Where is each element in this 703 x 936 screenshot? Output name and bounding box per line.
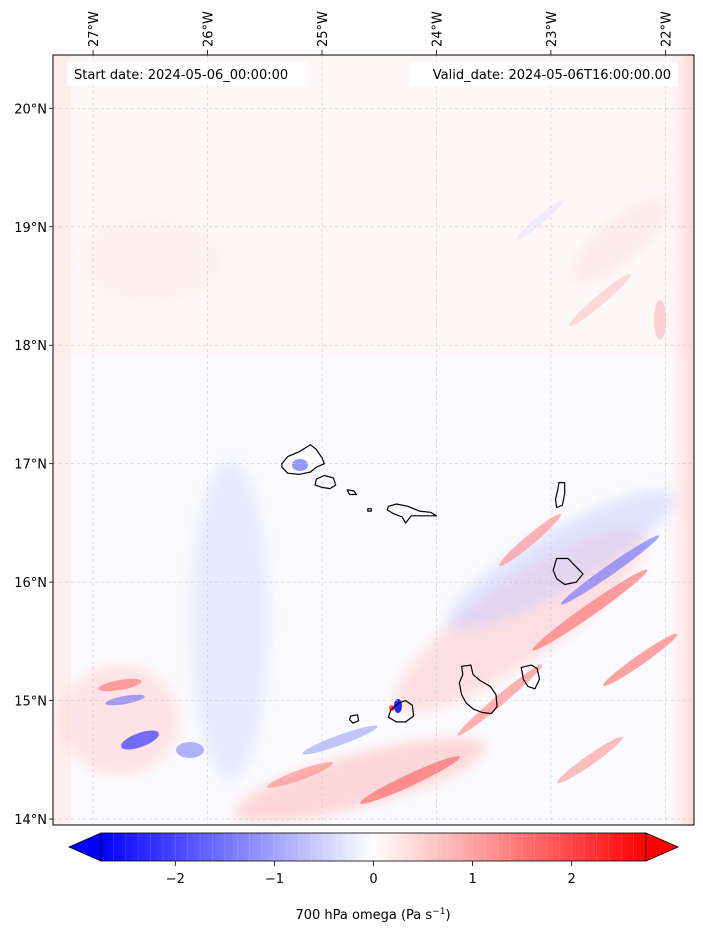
colorbar-bands <box>113 833 634 861</box>
field-streaks <box>98 200 677 804</box>
field-streak <box>603 633 677 687</box>
field-streak <box>105 694 145 706</box>
field-streak <box>302 725 378 755</box>
island-outline <box>458 664 498 715</box>
field-streak <box>569 274 631 326</box>
island-coastlines <box>281 444 584 724</box>
lon-tick-label: 24°W <box>430 11 445 47</box>
field-streak <box>292 459 308 471</box>
longitude-ticks: 27°W 26°W 25°W 24°W 23°W 22°W <box>87 11 674 55</box>
colorbar-label-text: 700 hPa omega (Pa s <box>295 908 432 923</box>
start-date-label: Start date: 2024-05-06_00:00:00 <box>74 68 288 83</box>
lat-tick-label: 17°N <box>14 458 47 473</box>
colorbar-extend-low <box>68 832 102 862</box>
island-outline <box>346 489 357 496</box>
island-outline <box>520 664 541 690</box>
lat-tick-label: 20°N <box>14 102 47 117</box>
field-streak <box>654 300 666 340</box>
field-blob <box>80 220 220 300</box>
lat-tick-label: 18°N <box>14 339 47 354</box>
island-outline <box>387 699 415 723</box>
lat-tick-label: 15°N <box>14 695 47 710</box>
field-streak <box>389 705 395 711</box>
island-outline <box>314 474 337 490</box>
colorbar-extend-high <box>645 832 679 862</box>
field-streak <box>457 664 543 736</box>
gridlines <box>53 55 694 825</box>
island-outline <box>281 444 325 475</box>
valid-date-label: Valid_date: 2024-05-06T16:00:00.00 <box>433 68 671 83</box>
map-panel: Start date: 2024-05-06_00:00:00 Valid_da… <box>52 54 695 826</box>
colorbar-tick-label: −2 <box>166 872 185 887</box>
field-blob <box>446 490 674 630</box>
island-outline <box>386 503 438 524</box>
field-streak <box>560 535 660 605</box>
field-blob <box>234 738 486 822</box>
field-blob <box>572 198 668 282</box>
lon-tick-label: 23°W <box>545 11 560 47</box>
field-streak <box>176 742 204 758</box>
field-edge-west <box>53 55 71 825</box>
island-outline <box>348 714 360 724</box>
colorbar-label-exponent: −1 <box>432 907 445 917</box>
lat-tick-label: 16°N <box>14 576 47 591</box>
lon-tick-label: 27°W <box>87 11 102 47</box>
lon-tick-label: 25°W <box>316 11 331 47</box>
field-streak <box>121 730 159 750</box>
lat-tick-label: 14°N <box>14 813 47 828</box>
field-blob <box>60 665 180 775</box>
field-streak <box>516 200 564 240</box>
island-outline <box>367 508 372 512</box>
lon-tick-label: 22°W <box>659 11 674 47</box>
latitude-ticks: 20°N 19°N 18°N 17°N 16°N 15°N 14°N <box>14 102 53 828</box>
lon-tick-label: 26°W <box>202 11 217 47</box>
field-streak <box>532 569 648 651</box>
valid-date-box <box>410 62 678 86</box>
field-streak <box>499 514 561 566</box>
field-tint-north <box>53 55 694 355</box>
field-edge-east <box>664 55 694 825</box>
colorbar-tick-label: 2 <box>568 872 576 887</box>
start-date-box <box>67 62 307 86</box>
map-frame <box>52 54 695 826</box>
colorbar-tick-label: −1 <box>265 872 284 887</box>
field-streak <box>98 678 142 692</box>
colorbar-label-close: ) <box>445 908 450 923</box>
field-streak <box>267 762 333 788</box>
field-streak <box>360 756 460 804</box>
colorbar: −2 −1 0 1 2 700 hPa omega (Pa s−1) <box>68 832 679 923</box>
colorbar-label: 700 hPa omega (Pa s−1) <box>295 907 450 923</box>
field-blob <box>190 460 270 780</box>
colorbar-body <box>100 832 647 862</box>
island-outline <box>552 557 584 586</box>
colorbar-ticks: −2 −1 0 1 2 <box>166 861 576 887</box>
colorbar-tick-label: 0 <box>369 872 377 887</box>
island-outline <box>554 482 566 509</box>
field-streak <box>557 736 623 784</box>
lat-tick-label: 19°N <box>14 221 47 236</box>
colorbar-tick-label: 1 <box>468 872 476 887</box>
